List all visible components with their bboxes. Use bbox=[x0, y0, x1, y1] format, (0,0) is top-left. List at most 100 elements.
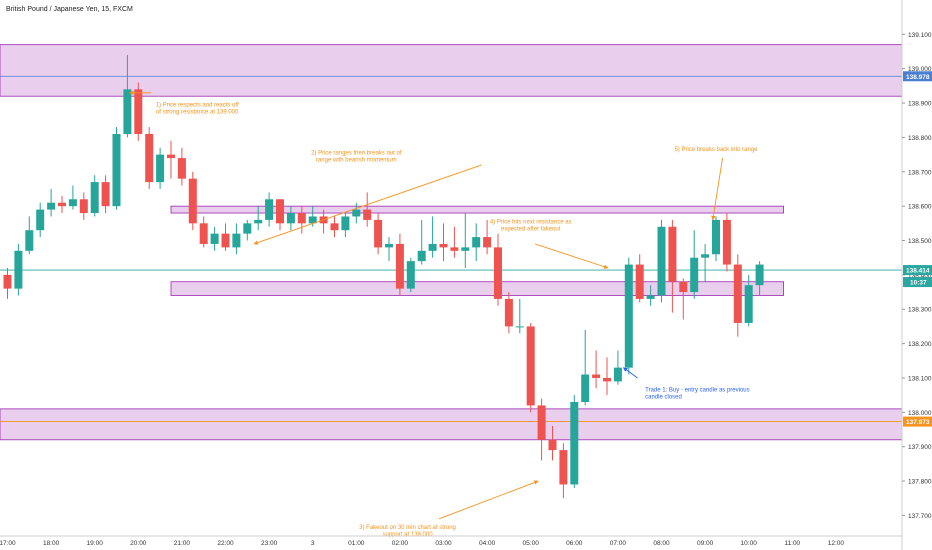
x-tick-label-12: 05:00 bbox=[523, 540, 540, 547]
annotation-arrow-5 bbox=[622, 367, 638, 379]
candle-body-3 bbox=[36, 209, 45, 231]
y-tick-label-13: 137.800 bbox=[908, 479, 932, 486]
candle-body-43 bbox=[472, 237, 481, 248]
x-tick-label-15: 08:00 bbox=[653, 540, 670, 547]
candle-body-55 bbox=[603, 377, 611, 382]
candle-body-49 bbox=[537, 405, 546, 440]
candle-body-14 bbox=[156, 154, 165, 183]
candle-body-61 bbox=[668, 226, 677, 282]
annotation-text2-0: of strong resistance at 139.000 bbox=[156, 110, 239, 116]
x-tick-label-8: 01:00 bbox=[348, 540, 365, 547]
candle-body-67 bbox=[733, 264, 742, 323]
candle-body-42 bbox=[461, 247, 470, 251]
candle-body-51 bbox=[559, 450, 568, 485]
x-tick-label-17: 10:00 bbox=[741, 540, 758, 547]
candle-body-16 bbox=[177, 158, 186, 179]
candle-body-12 bbox=[134, 89, 143, 134]
price-label-box-1 bbox=[903, 265, 932, 276]
x-tick-label-19: 12:00 bbox=[828, 540, 845, 547]
candle-body-64 bbox=[701, 254, 710, 258]
price-label-1: 138.414 bbox=[906, 268, 930, 275]
y-tick-label-10: 138.100 bbox=[908, 375, 932, 382]
chart-title: British Pound / Japanese Yen, 15, FXCM bbox=[6, 6, 133, 13]
annotation-text2-5: candle closed bbox=[645, 395, 682, 401]
price-label-box-0 bbox=[903, 71, 932, 82]
candle-body-7 bbox=[79, 199, 88, 214]
y-tick-label-3: 138.800 bbox=[908, 135, 932, 142]
candle-body-28 bbox=[308, 216, 317, 224]
candle-body-19 bbox=[210, 233, 219, 244]
candle-body-31 bbox=[341, 216, 350, 231]
candle-body-37 bbox=[406, 261, 415, 289]
candle-body-8 bbox=[90, 182, 99, 214]
candle-body-36 bbox=[395, 243, 404, 289]
candle-body-30 bbox=[330, 223, 339, 231]
candle-body-4 bbox=[47, 202, 56, 210]
candle-body-35 bbox=[385, 243, 393, 248]
annotation-text-0: 1) Price respects and reacts off bbox=[156, 103, 239, 109]
candle-body-45 bbox=[494, 247, 502, 299]
candle-body-47 bbox=[515, 326, 524, 328]
x-tick-label-4: 21:00 bbox=[174, 540, 191, 547]
candle-body-56 bbox=[613, 367, 622, 382]
y-tick-label-9: 138.200 bbox=[908, 341, 932, 348]
y-tick-label-5: 138.600 bbox=[908, 204, 932, 211]
candle-body-63 bbox=[690, 257, 699, 293]
y-tick-label-0: 139.100 bbox=[908, 32, 932, 39]
candle-body-34 bbox=[374, 219, 383, 248]
candle-body-48 bbox=[526, 326, 535, 406]
y-tick-label-4: 138.700 bbox=[908, 169, 932, 176]
annotation-arrow-3 bbox=[534, 243, 609, 269]
candle-body-5 bbox=[58, 202, 66, 207]
candle-body-21 bbox=[232, 233, 241, 248]
candle-body-0 bbox=[3, 274, 12, 289]
annotation-text2-3: expected after fakeout bbox=[501, 226, 561, 232]
candle-body-65 bbox=[712, 219, 720, 255]
price-label-box-2 bbox=[903, 416, 932, 427]
candle-body-50 bbox=[548, 439, 557, 451]
x-tick-label-11: 04:00 bbox=[479, 540, 496, 547]
candle-body-46 bbox=[504, 298, 513, 327]
candle-body-38 bbox=[417, 250, 426, 262]
candle-body-32 bbox=[352, 209, 361, 217]
candle-body-33 bbox=[363, 209, 372, 220]
candle-body-27 bbox=[297, 213, 306, 224]
candle-body-44 bbox=[483, 237, 492, 248]
candle-body-57 bbox=[624, 264, 633, 368]
candle-body-2 bbox=[25, 230, 34, 251]
candle-body-20 bbox=[221, 233, 230, 248]
candle-body-26 bbox=[286, 213, 295, 224]
annotation-text-5: Trade 1: Buy - entry candle as previous bbox=[645, 388, 750, 394]
x-tick-label-7: 3 bbox=[311, 540, 315, 547]
candle-body-59 bbox=[646, 295, 655, 299]
candle-body-54 bbox=[592, 374, 601, 378]
annotation-text2-2: support at 138.000 bbox=[383, 532, 434, 538]
price-label-2: 137.973 bbox=[906, 419, 930, 426]
candle-body-10 bbox=[112, 134, 121, 207]
annotation-arrow-4 bbox=[711, 157, 723, 221]
candle-body-6 bbox=[68, 199, 77, 207]
candle-body-23 bbox=[254, 219, 263, 224]
candle-body-62 bbox=[679, 281, 688, 293]
annotation-text-3: 4) Price hits next resistance as bbox=[490, 219, 572, 225]
y-tick-label-2: 138.900 bbox=[908, 101, 932, 108]
x-tick-label-16: 09:00 bbox=[697, 540, 714, 547]
y-tick-label-14: 137.700 bbox=[908, 513, 932, 520]
candle-body-9 bbox=[101, 182, 110, 207]
candle-body-22 bbox=[243, 223, 252, 234]
candle-body-66 bbox=[722, 219, 731, 265]
candle-body-53 bbox=[581, 374, 590, 402]
candle-body-40 bbox=[439, 243, 448, 248]
x-tick-label-14: 07:00 bbox=[610, 540, 627, 547]
x-tick-label-3: 20:00 bbox=[130, 540, 147, 547]
candle-body-68 bbox=[744, 285, 753, 323]
y-tick-label-6: 138.500 bbox=[908, 238, 932, 245]
y-tick-label-12: 137.900 bbox=[908, 444, 932, 451]
candle-body-1 bbox=[14, 250, 23, 289]
y-tick-label-11: 138.000 bbox=[908, 410, 932, 417]
candle-body-52 bbox=[570, 402, 579, 485]
annotation-text-1: 2) Price ranges then breaks out of bbox=[311, 151, 402, 157]
y-tick-label-1: 139.000 bbox=[908, 66, 932, 73]
x-tick-label-0: 17:00 bbox=[0, 540, 16, 547]
